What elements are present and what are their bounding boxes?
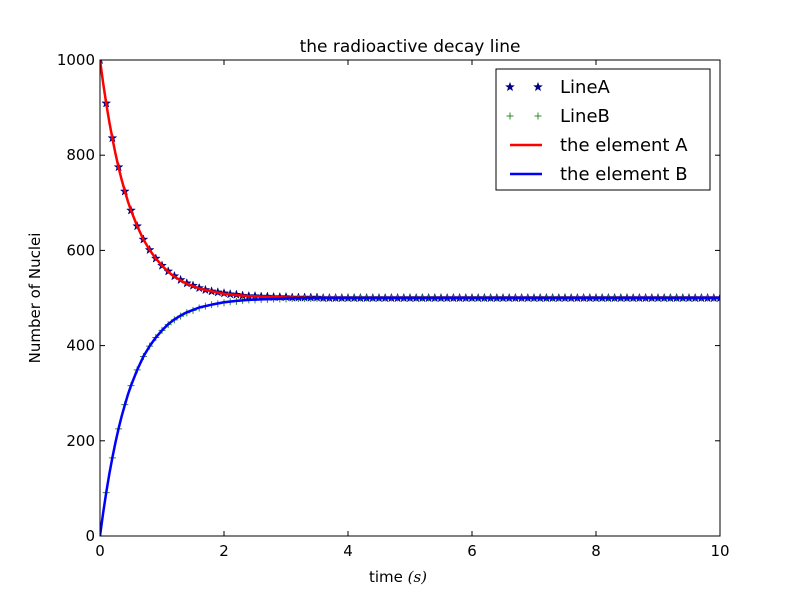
y-tick-label: 0 bbox=[85, 527, 95, 545]
x-axis-title: time (s) bbox=[369, 568, 427, 586]
y-tick-label: 400 bbox=[66, 337, 95, 355]
legend-label: LineA bbox=[560, 77, 611, 98]
x-tick-label: 6 bbox=[467, 542, 477, 560]
y-tick-label: 1000 bbox=[57, 51, 95, 69]
legend-swatch bbox=[534, 112, 542, 120]
x-tick-label: 4 bbox=[343, 542, 353, 560]
legend: LineA LineB the element A the element B bbox=[495, 68, 711, 191]
y-tick-label: 200 bbox=[66, 432, 95, 450]
ticks-layer: 0 2 4 6 8 10 0 200 400 600 800 1000 bbox=[57, 51, 730, 560]
legend-box bbox=[495, 68, 711, 191]
legend-label: the element B bbox=[560, 164, 688, 185]
plot-frame bbox=[99, 59, 721, 537]
legend-swatch bbox=[532, 81, 544, 92]
y-tick-label: 800 bbox=[66, 146, 95, 164]
legend-item: LineA bbox=[504, 77, 611, 98]
x-axis-label: time bbox=[369, 568, 403, 586]
chart-title: the radioactive decay line bbox=[300, 37, 521, 57]
series-4 bbox=[100, 296, 720, 536]
legend-item: the element B bbox=[510, 164, 688, 185]
x-tick-label: 0 bbox=[95, 542, 105, 560]
x-tick-label: 2 bbox=[219, 542, 229, 560]
legend-swatch bbox=[504, 81, 516, 92]
x-tick-label: 8 bbox=[591, 542, 601, 560]
series-line bbox=[100, 296, 720, 536]
y-axis-title: Number of Nuclei bbox=[26, 233, 44, 364]
legend-label: LineB bbox=[560, 106, 610, 127]
y-tick-label: 600 bbox=[66, 241, 95, 259]
x-tick-label: 10 bbox=[710, 542, 729, 560]
legend-item: LineB bbox=[506, 106, 610, 127]
series-layer bbox=[100, 60, 720, 536]
legend-item: the element A bbox=[510, 135, 688, 156]
x-axis-unit: (s) bbox=[408, 568, 428, 586]
legend-swatch bbox=[506, 112, 514, 120]
legend-label: the element A bbox=[560, 135, 688, 156]
